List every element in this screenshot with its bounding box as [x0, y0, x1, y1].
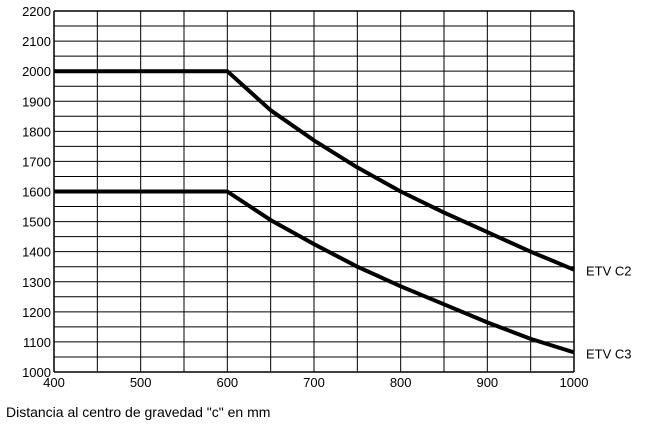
y-tick-label: 2200 [22, 4, 51, 19]
y-tick-label: 1000 [22, 365, 51, 380]
x-tick-labels: 400 500 600 700 800 900 1000 [43, 375, 588, 390]
series-line-1 [54, 69, 575, 272]
y-tick-label: 1400 [22, 245, 51, 260]
y-tick-label: 1200 [22, 305, 51, 320]
series-labels: ETV C2 ETV C3 [586, 264, 632, 362]
y-tick-label: 1700 [22, 154, 51, 169]
x-tick-label: 1000 [560, 375, 589, 390]
x-tick-label: 400 [43, 375, 65, 390]
series-label-1: ETV C2 [586, 264, 632, 279]
y-tick-labels: 1000 1100 1200 1300 1400 1500 1600 1700 1800 1900… [22, 4, 51, 380]
x-axis-label: Distancia al centro de gravedad "c" en m… [6, 404, 271, 420]
grid-lines [53, 10, 575, 373]
x-tick-label: 700 [303, 375, 325, 390]
y-tick-label: 1300 [22, 275, 51, 290]
series-label-2: ETV C3 [586, 346, 632, 361]
y-tick-label: 1600 [22, 185, 51, 200]
y-tick-label: 1900 [22, 94, 51, 109]
y-tick-label: 1100 [23, 335, 51, 350]
series-line-2 [54, 189, 575, 355]
x-tick-label: 500 [130, 375, 152, 390]
series-lines [54, 69, 575, 355]
x-tick-label: 800 [390, 375, 412, 390]
x-tick-label: 900 [476, 375, 498, 390]
x-tick-label: 600 [216, 375, 238, 390]
y-tick-label: 1500 [22, 215, 51, 230]
y-tick-label: 2000 [22, 64, 51, 79]
y-tick-label: 1800 [22, 124, 51, 139]
y-tick-label: 2100 [22, 34, 51, 49]
